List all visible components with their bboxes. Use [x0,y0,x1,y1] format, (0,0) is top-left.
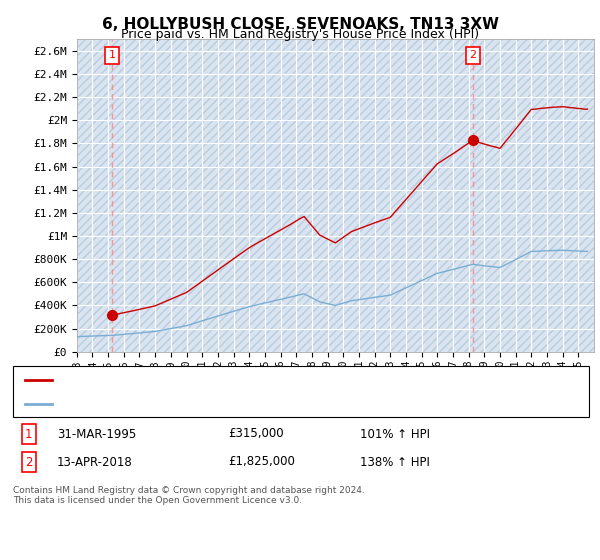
Text: £1,825,000: £1,825,000 [228,455,295,469]
Text: 31-MAR-1995: 31-MAR-1995 [57,427,136,441]
Text: 101% ↑ HPI: 101% ↑ HPI [360,427,430,441]
Text: 1: 1 [109,50,116,60]
Text: 13-APR-2018: 13-APR-2018 [57,455,133,469]
Text: Contains HM Land Registry data © Crown copyright and database right 2024.
This d: Contains HM Land Registry data © Crown c… [13,486,365,506]
Text: 1: 1 [25,427,32,441]
Text: 138% ↑ HPI: 138% ↑ HPI [360,455,430,469]
Text: 2: 2 [25,455,32,469]
Text: £315,000: £315,000 [228,427,284,441]
Text: 6, HOLLYBUSH CLOSE, SEVENOAKS, TN13 3XW: 6, HOLLYBUSH CLOSE, SEVENOAKS, TN13 3XW [101,17,499,32]
Text: 2: 2 [469,50,476,60]
Text: HPI: Average price, detached house, Sevenoaks: HPI: Average price, detached house, Seve… [58,399,320,409]
Text: 6, HOLLYBUSH CLOSE, SEVENOAKS, TN13 3XW (detached house): 6, HOLLYBUSH CLOSE, SEVENOAKS, TN13 3XW … [58,375,413,385]
Text: Price paid vs. HM Land Registry's House Price Index (HPI): Price paid vs. HM Land Registry's House … [121,28,479,41]
